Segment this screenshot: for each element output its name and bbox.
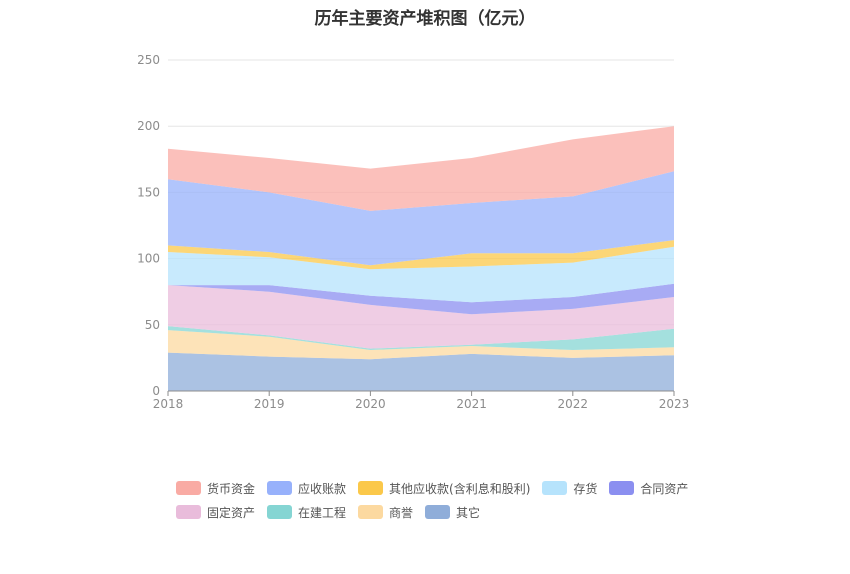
- area-series-应收账款: [168, 171, 674, 266]
- legend-swatch: [176, 481, 201, 495]
- legend-item[interactable]: 固定资产: [176, 500, 255, 524]
- area-series-其它: [168, 352, 674, 391]
- legend-label: 应收账款: [298, 481, 347, 496]
- area-series-货币资金: [168, 126, 674, 211]
- x-tick-label: 2020: [355, 397, 386, 411]
- legend-swatch: [358, 481, 384, 495]
- legend-item[interactable]: 在建工程: [267, 500, 346, 524]
- legend-label: 在建工程: [298, 505, 347, 520]
- x-tick-label: 2021: [456, 397, 487, 411]
- legend-label: 固定资产: [207, 505, 256, 520]
- legend-label: 其它: [456, 505, 481, 520]
- x-tick-label: 2019: [254, 397, 285, 411]
- legend-item[interactable]: 其它: [425, 500, 480, 524]
- area-series-商誉: [168, 330, 674, 360]
- chart-legend: 货币资金 应收账款 其他应收款(含利息和股利) 存货 合同资产固定资产 在建工程 商誉 其它: [176, 476, 716, 524]
- area-series-在建工程: [168, 326, 674, 350]
- legend-swatch: [425, 505, 451, 519]
- stacked-area-chart: 0 50 100 150 200 250 2018 2019 2020 2021 2022 2023: [137, 53, 690, 411]
- legend-swatch: [267, 505, 293, 519]
- legend-item[interactable]: 商誉: [358, 500, 413, 524]
- legend-label: 货币资金: [207, 481, 256, 496]
- legend-swatch: [609, 481, 635, 495]
- legend-item[interactable]: 存货: [542, 476, 597, 500]
- legend-label: 合同资产: [640, 481, 689, 496]
- y-tick-label: 100: [137, 252, 160, 266]
- x-tick-label: 2018: [153, 397, 184, 411]
- legend-swatch: [267, 481, 293, 495]
- y-tick-label: 150: [137, 185, 160, 199]
- y-tick-label: 250: [137, 53, 160, 67]
- x-tick-label: 2023: [659, 397, 690, 411]
- area-series-其他应收款(含利息和股利): [168, 240, 674, 270]
- area-series-固定资产: [168, 285, 674, 349]
- legend-item[interactable]: 应收账款: [267, 476, 346, 500]
- legend-swatch: [358, 505, 384, 519]
- legend-item[interactable]: 其他应收款(含利息和股利): [358, 476, 530, 500]
- legend-item[interactable]: 货币资金: [176, 476, 255, 500]
- x-tick-label: 2022: [558, 397, 589, 411]
- legend-item[interactable]: 合同资产: [609, 476, 688, 500]
- legend-swatch: [176, 505, 201, 519]
- y-tick-label: 200: [137, 119, 160, 133]
- legend-label: 商誉: [389, 505, 414, 520]
- legend-label: 存货: [573, 481, 598, 496]
- area-series-存货: [168, 246, 674, 303]
- legend-label: 其他应收款(含利息和股利): [389, 481, 531, 496]
- y-tick-label: 0: [152, 384, 160, 398]
- legend-swatch: [542, 481, 568, 495]
- y-tick-label: 50: [145, 318, 160, 332]
- chart-title: 历年主要资产堆积图（亿元）: [314, 9, 536, 29]
